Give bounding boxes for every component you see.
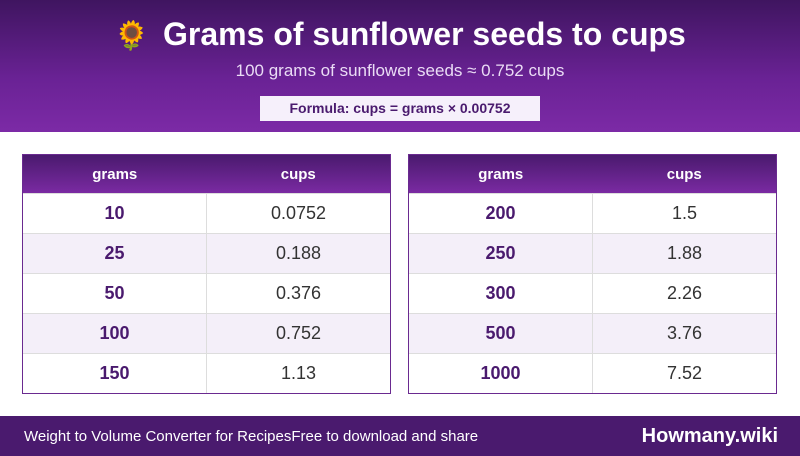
header-row: grams cups — [23, 155, 390, 193]
table-row: 500 3.76 — [409, 313, 776, 353]
footer-note: Free to download and share — [291, 428, 479, 445]
table-row: 100 0.752 — [23, 313, 390, 353]
grams-cell: 300 — [409, 274, 593, 313]
cups-cell: 0.188 — [275, 243, 322, 263]
grams-cell: 150 — [23, 354, 207, 393]
grams-cell: 200 — [409, 194, 593, 233]
cups-cell: 1.5 — [671, 203, 698, 223]
grams-cell: 25 — [23, 234, 207, 273]
table-row: 50 0.376 — [23, 273, 390, 313]
grams-cell: 50 — [23, 274, 207, 313]
grams-cell: 250 — [409, 234, 593, 273]
grams-cell: 10 — [23, 194, 207, 233]
subtitle: 100 grams of sunflower seeds ≈ 0.752 cup… — [235, 61, 565, 80]
cups-cell: 3.76 — [666, 323, 703, 343]
cups-cell: 0.0752 — [270, 203, 327, 223]
brand[interactable]: Howmany.wiki — [641, 425, 778, 447]
grams-cell: 100 — [23, 314, 207, 353]
title-line: 🌻 Grams of sunflower seeds to cups — [0, 14, 800, 56]
table-row: 10 0.0752 — [23, 193, 390, 233]
cups-cell: 7.52 — [666, 363, 703, 383]
column-header: cups — [280, 165, 316, 183]
table-row: 250 1.88 — [409, 233, 776, 273]
footer: Weight to Volume Converter for RecipesFr… — [0, 416, 800, 456]
footer-name: Weight to Volume Converter for Recipes — [24, 428, 292, 445]
cups-cell: 0.376 — [275, 283, 322, 303]
column-header: grams — [478, 165, 524, 183]
title: Grams of sunflower seeds to cups — [163, 16, 686, 52]
cups-cell: 1.13 — [280, 363, 317, 383]
table: grams cups 200 1.5 250 1.88 300 2.26 500 3.76 1000… — [408, 154, 777, 394]
grams-cell: 500 — [409, 314, 593, 353]
cups-cell: 1.88 — [666, 243, 703, 263]
table-row: 150 1.13 — [23, 353, 390, 393]
table-row: 300 2.26 — [409, 273, 776, 313]
header: 🌻 Grams of sunflower seeds to cups 100 gr… — [0, 0, 800, 132]
cups-cell: 2.26 — [666, 283, 703, 303]
column-header: grams — [92, 165, 138, 183]
column-header: cups — [666, 165, 702, 183]
cups-cell: 0.752 — [275, 323, 322, 343]
footer-text: Weight to Volume Converter for RecipesFr… — [24, 428, 478, 445]
icon: 🌻 — [114, 19, 150, 52]
table-row: 25 0.188 — [23, 233, 390, 273]
header-row: grams cups — [409, 155, 776, 193]
table-row: 200 1.5 — [409, 193, 776, 233]
table-row: 1000 7.52 — [409, 353, 776, 393]
formula: Formula: cups = grams × 0.00752 — [260, 96, 540, 121]
grams-cell: 1000 — [409, 354, 593, 393]
table: grams cups 10 0.0752 25 0.188 50 0.376 100 0.752 1… — [22, 154, 391, 394]
